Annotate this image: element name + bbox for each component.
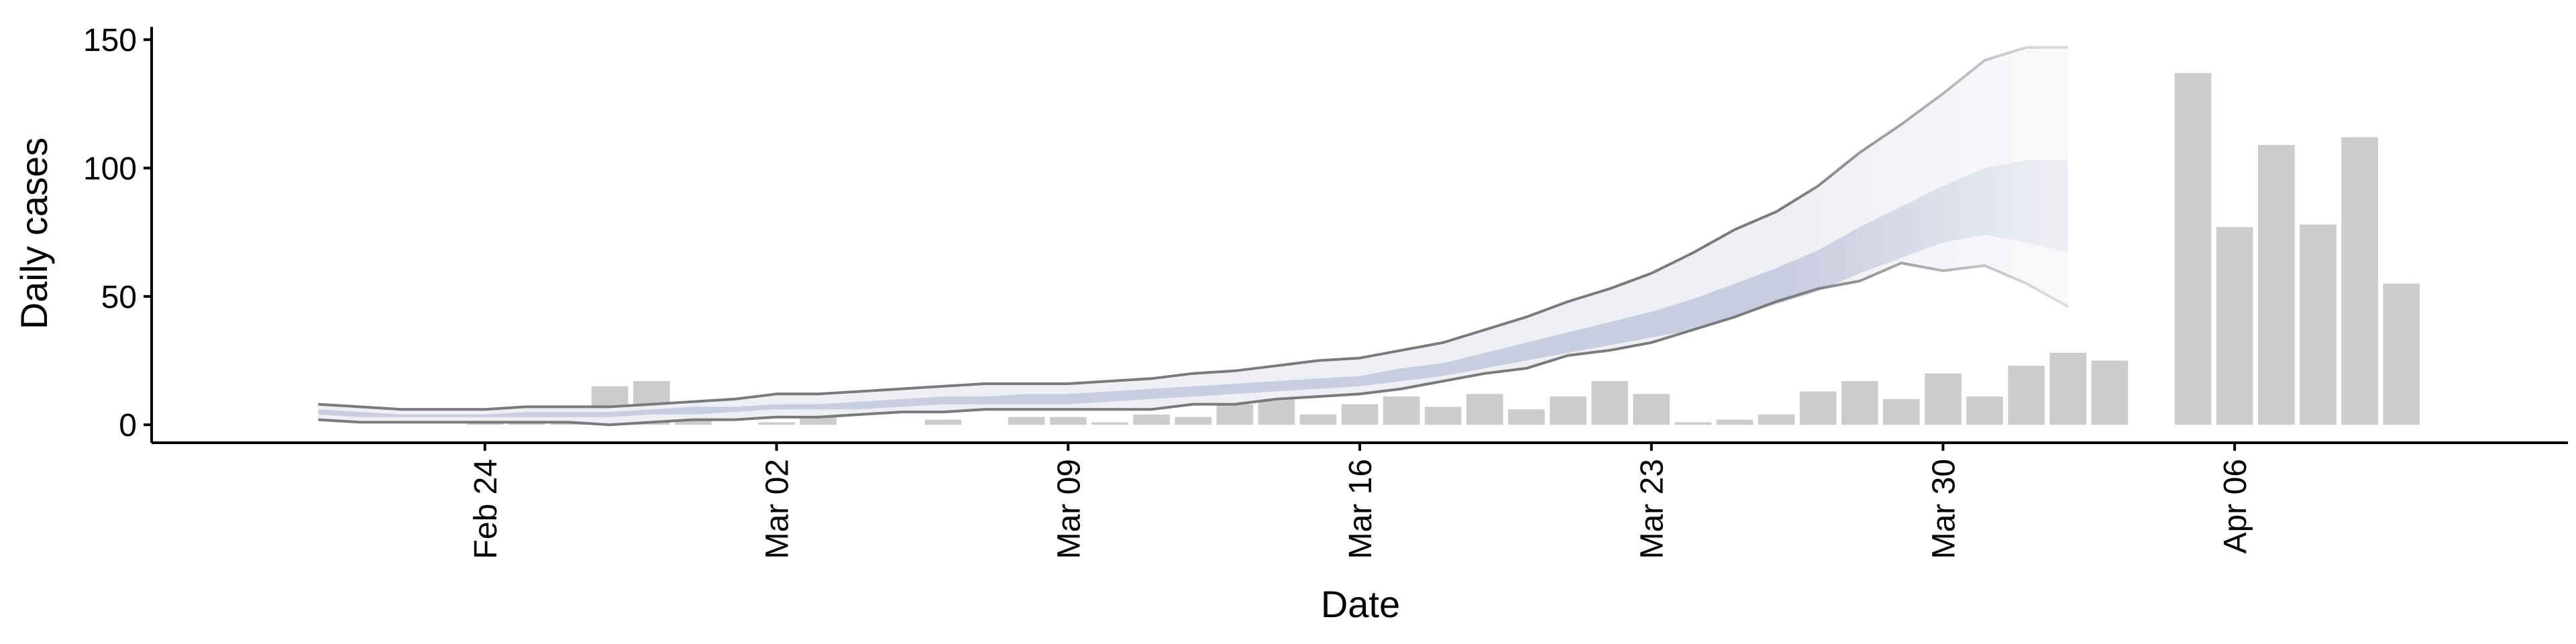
bar — [1508, 409, 1545, 425]
bar — [2383, 283, 2420, 425]
bar — [1716, 419, 1754, 425]
bar — [2049, 353, 2087, 425]
bar — [1466, 394, 1503, 425]
y-ticks: 0 50 100 150 — [83, 23, 152, 443]
bar — [1341, 404, 1379, 425]
bar — [2091, 360, 2129, 425]
bar — [1550, 396, 1587, 425]
bar — [1216, 404, 1254, 425]
bar — [758, 422, 795, 425]
bar — [1633, 394, 1670, 425]
y-tick-label: 0 — [119, 408, 137, 443]
bar — [1674, 422, 1712, 425]
bar — [1175, 417, 1212, 425]
bar — [1758, 414, 1795, 425]
bar — [2008, 366, 2045, 425]
upper-bound-line — [318, 46, 2068, 411]
bar — [2216, 227, 2253, 425]
x-tick-label: Mar 16 — [1343, 459, 1379, 559]
x-axis: Feb 24 Mar 02 Mar 09 Mar 16 Mar 23 Mar 30 Apr … — [152, 441, 2568, 559]
bar — [1050, 417, 1087, 425]
y-tick-label: 150 — [83, 23, 137, 58]
bar — [2300, 224, 2337, 425]
y-tick-label: 50 — [101, 280, 137, 315]
bar — [1799, 391, 1837, 425]
x-tick-label: Feb 24 — [468, 459, 504, 559]
forecast-band — [318, 46, 2069, 427]
x-ticks: Feb 24 Mar 02 Mar 09 Mar 16 Mar 23 Mar 30 Apr … — [468, 443, 2253, 559]
bar — [1091, 422, 1128, 425]
x-tick-label: Mar 09 — [1051, 459, 1087, 559]
x-axis-title: Date — [1321, 583, 1400, 625]
bar — [1966, 396, 2003, 425]
bar — [675, 419, 712, 425]
y-tick-label: 100 — [83, 151, 137, 186]
bar — [924, 419, 962, 425]
outer-interval — [318, 47, 2068, 425]
bar — [2341, 137, 2378, 425]
x-tick-label: Mar 23 — [1635, 459, 1670, 559]
x-tick-label: Mar 02 — [760, 459, 796, 559]
bar — [2174, 72, 2212, 425]
bar — [1299, 414, 1337, 425]
bar — [2258, 145, 2295, 425]
y-axis-title: Daily cases — [13, 138, 55, 329]
bar — [1591, 381, 1628, 425]
bar — [1841, 381, 1878, 425]
bar — [1424, 407, 1462, 425]
x-tick-label: Apr 06 — [2218, 459, 2253, 553]
bar — [1925, 373, 1962, 425]
bar — [1883, 398, 1920, 425]
bar — [1383, 396, 1420, 425]
lower-bound-line — [318, 262, 2069, 427]
bar — [1133, 414, 1170, 425]
bar — [1008, 417, 1045, 425]
x-tick-label: Mar 30 — [1926, 459, 1962, 559]
y-axis: 0 50 100 150 — [83, 23, 153, 443]
bar-series — [466, 72, 2420, 425]
